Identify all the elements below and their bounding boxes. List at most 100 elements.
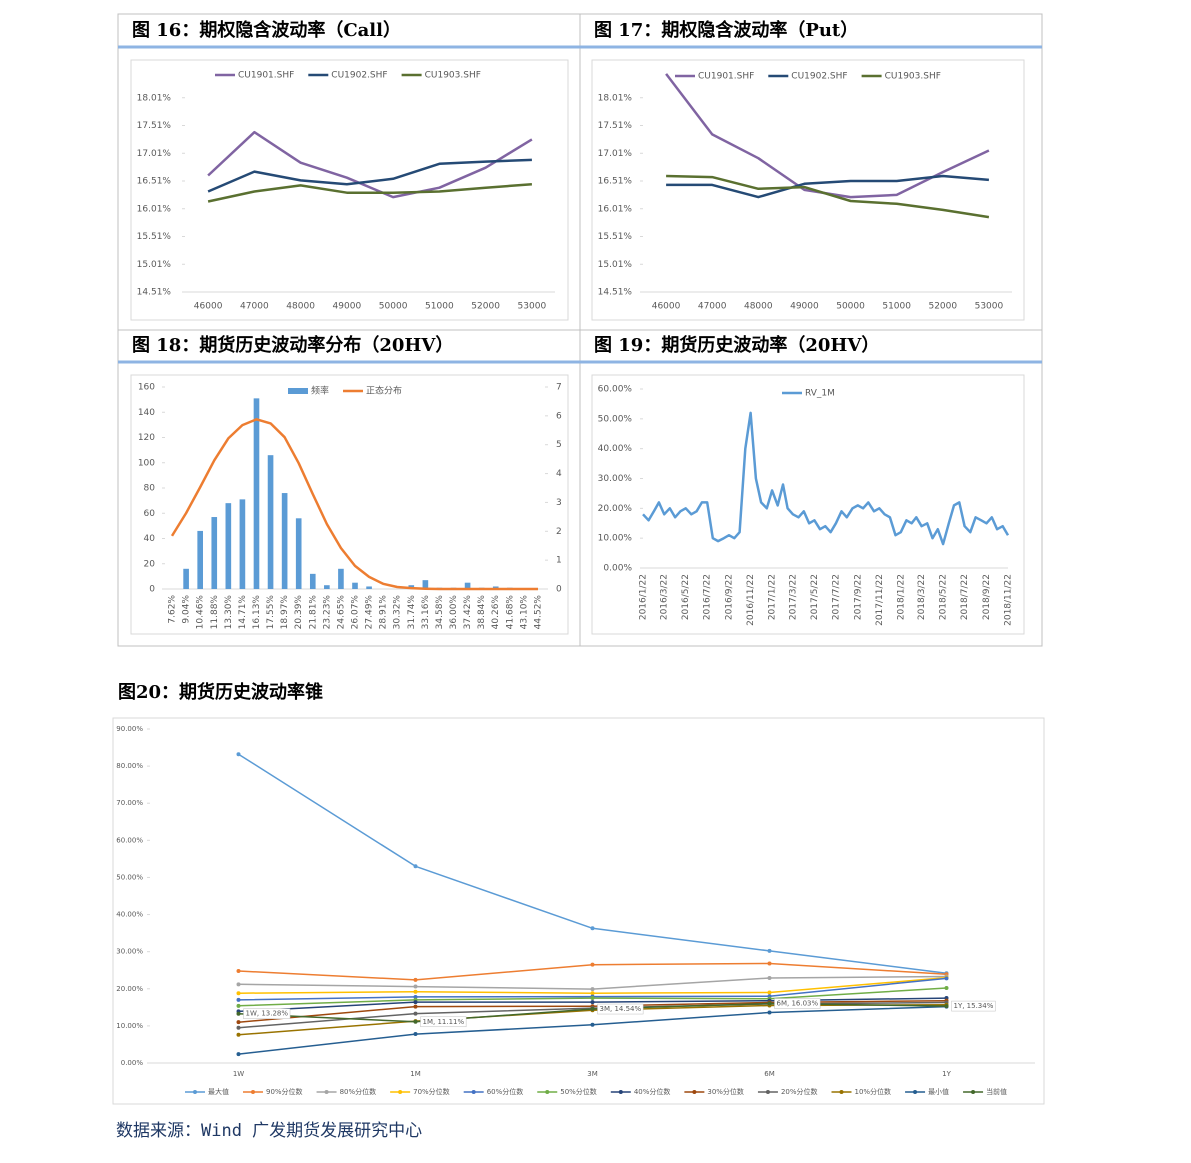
y-tick-label: 18.01% [137,93,172,103]
y-tick-label: 160 [138,383,155,393]
x-tick-label: 2016/7/22 [703,574,713,620]
chart-title: 图 18：期货历史波动率分布（20HV） [132,334,453,356]
point [413,984,418,989]
y-tick-label: 0 [556,585,562,595]
bar [239,499,246,589]
x-tick-label: 2017/9/22 [853,574,863,620]
x-tick-label: 2016/5/22 [681,574,691,620]
y-tick-label: 10.00% [116,1022,143,1030]
x-tick-label: 41.68% [505,595,515,630]
source-note: 数据来源：Wind 广发期货发展研究中心 [116,1121,422,1141]
x-tick-label: 14.71% [238,595,248,630]
y-tick-label: 15.51% [137,232,172,242]
y-tick-label: 100 [138,458,155,468]
x-tick-label: 49000 [333,302,362,312]
legend-label: 频率 [311,385,329,397]
x-tick-label: 6M [764,1070,775,1078]
point [236,1011,241,1016]
x-tick-label: 13.30% [224,595,234,630]
legend-marker [193,1090,197,1094]
point [944,1004,949,1009]
x-tick-label: 43.10% [519,595,529,630]
y-tick-label: 40 [144,534,156,544]
x-tick-label: 46000 [194,302,223,312]
y-tick-label: 15.01% [137,260,172,270]
chart-title: 图 16：期权隐含波动率（Call） [132,19,401,41]
y-tick-label: 20 [144,559,156,569]
chart-frame [130,374,569,635]
x-tick-label: 10.46% [196,595,206,630]
y-tick-label: 60.00% [598,385,633,395]
x-tick-label: 2017/1/22 [768,574,778,620]
x-tick-label: 7.62% [168,595,178,624]
x-tick-label: 2016/3/22 [660,574,670,620]
x-tick-label: 2016/1/22 [639,574,649,620]
point [413,989,418,994]
x-tick-label: 31.74% [407,595,417,630]
point [413,864,418,869]
chart-frame [112,717,1045,1105]
point [590,1022,595,1027]
x-tick-label: 27.49% [365,595,375,630]
legend-marker [971,1090,976,1094]
chart-frame [130,59,569,321]
y-tick-label: 40.00% [116,911,143,919]
x-tick-label: 47000 [698,302,727,312]
y-tick-label: 20.00% [116,985,143,993]
point [236,997,241,1002]
point [590,996,595,1001]
data-label-box [243,1008,291,1019]
y-tick-label: 16.51% [137,177,172,187]
point [767,1001,772,1006]
y-tick-label: 14.51% [137,288,172,298]
legend-marker [839,1090,844,1094]
point [413,1011,418,1016]
legend-label: 10%分位数 [855,1087,892,1096]
legend-label: RV_1M [805,389,835,399]
point [236,1025,241,1030]
point [413,1000,418,1005]
x-tick-label: 17.55% [266,595,276,630]
y-tick-label: 80 [144,484,156,494]
y-tick-label: 60 [144,509,156,519]
y-tick-label: 4 [556,469,562,479]
chart-title: 图20：期货历史波动率锥 [118,681,323,703]
bar [267,455,274,589]
legend-label: 20%分位数 [781,1087,818,1096]
series-line [207,183,532,203]
legend-label: 70%分位数 [413,1087,450,1096]
y-tick-label: 80.00% [116,762,143,770]
point [590,926,595,931]
x-tick-label: 1M [410,1070,421,1078]
point [767,990,772,995]
x-tick-label: 53000 [975,302,1004,312]
legend-label: 30%分位数 [707,1087,744,1096]
x-tick-label: 21.81% [308,595,318,630]
point [590,1000,595,1005]
data-label: 1W, 13.28% [246,1010,289,1018]
point [590,962,595,967]
bar [464,582,471,589]
x-tick-label: 11.88% [210,595,220,630]
x-tick-label: 49000 [790,302,819,312]
y-tick-label: 0.00% [121,1059,144,1067]
x-tick-label: 48000 [744,302,773,312]
point [590,991,595,996]
legend-marker [618,1090,623,1094]
bar [352,582,358,589]
y-tick-label: 16.01% [598,204,633,214]
x-tick-label: 23.23% [322,595,332,630]
data-label: 1M, 11.11% [423,1018,465,1026]
x-tick-label: 51000 [882,302,911,312]
point [413,1032,418,1037]
x-tick-label: 46000 [652,302,681,312]
x-tick-label: 37.42% [463,595,473,630]
y-tick-label: 50.00% [116,873,143,881]
y-tick-label: 17.01% [598,149,633,159]
bar [422,580,429,589]
y-tick-label: 140 [138,408,155,418]
x-tick-label: 2017/5/22 [810,574,820,620]
point [236,982,241,987]
legend-label: 60%分位数 [487,1087,524,1096]
point [236,752,241,757]
